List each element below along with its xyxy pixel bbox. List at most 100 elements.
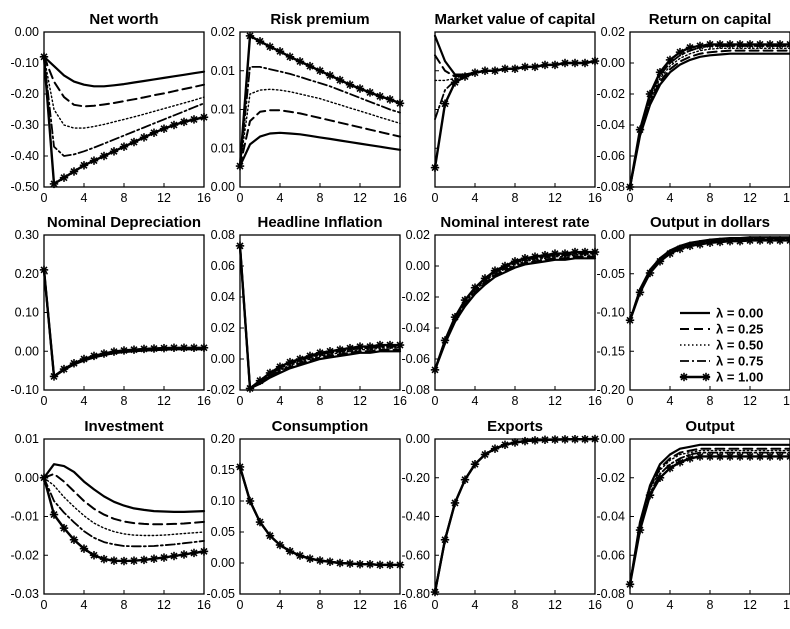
y-tick-label: -0.02 [11,548,40,562]
x-tick-label: 12 [157,598,171,612]
series-point [685,454,695,463]
y-tick-label: 0.08 [211,228,235,242]
series-point [335,75,345,85]
x-tick-label: 8 [317,191,324,205]
series-point [675,47,685,57]
series-point [109,147,119,156]
series-line [628,43,790,189]
series-line [629,45,790,188]
series-line [239,88,401,167]
series-point [540,60,550,70]
series-lambda-1.00 [39,52,209,189]
panel-title: Output in dollars [650,214,770,231]
y-tick-label: 0.00 [211,352,235,366]
x-tick-label: 8 [317,394,324,408]
series-lambda-0.50 [43,477,205,537]
series-lambda-1.00 [235,31,405,171]
series-point [375,340,385,350]
y-tick-label: 0.00 [601,56,625,70]
x-tick-label: 8 [707,394,714,408]
y-tick-label: -0.10 [11,56,40,70]
series-lambda-0.75 [629,238,790,322]
series-point [159,553,169,562]
panel-title: Risk premium [270,11,369,28]
x-tick-label: 0 [627,598,634,612]
series-point [635,525,645,535]
series-lambda-0.25 [629,447,790,586]
series-lambda-1.00 [235,462,405,570]
series-point [119,556,129,566]
series-point [735,237,745,246]
series-line [239,245,401,390]
series-lambda-0.00 [433,437,597,594]
series-point [285,357,295,367]
series-lambda-0.50 [629,47,790,188]
series-point [775,236,785,245]
x-tick-label: 8 [317,598,324,612]
legend: λ = 0.00λ = 0.25λ = 0.50λ = 0.75λ = 1.00 [679,306,763,385]
plot-frame [239,234,401,391]
series-point [655,257,665,266]
series-lambda-0.00 [42,463,206,513]
y-tick-label: 0.20 [15,267,39,281]
series-point [520,254,530,263]
x-tick-label: 16 [588,191,602,205]
series-lambda-0.50 [629,238,790,321]
legend-label: λ = 0.75 [716,354,763,369]
series-point [169,551,179,561]
panel-6: Headline Inflation 0 4 8 12 16 -0.02 0.00 0.02 0.… [207,214,407,408]
panel-10: Consumption 0 4 8 12 16 -0.05 0.00 0.05 0.10 0.15 0… [207,418,407,612]
panel-title: Output [685,418,734,435]
series-point [139,133,149,142]
y-tick-label: -0.40 [402,510,431,524]
series-point [715,237,725,247]
y-tick-label: -0.06 [597,149,626,163]
y-tick-label: -0.06 [402,352,431,366]
series-point [635,125,645,134]
series-point [510,257,520,266]
x-tick-label: 12 [353,394,367,408]
series-point [765,452,775,461]
series-point [119,346,129,355]
series-lambda-0.25 [629,237,790,322]
x-tick-label: 0 [627,394,634,408]
x-tick-label: 16 [783,191,790,205]
plot-frame [629,438,790,595]
series-lambda-0.25 [239,109,401,168]
x-tick-label: 4 [667,191,674,205]
x-tick-label: 4 [81,598,88,612]
series-point [550,249,560,258]
series-line [42,268,206,378]
series-line [628,239,790,322]
series-line [433,250,597,372]
series-point [245,31,255,41]
series-lambda-0.25 [239,465,401,566]
series-lambda-0.50 [43,56,205,129]
series-point [530,62,540,72]
series-point [305,61,315,71]
y-tick-label: -0.05 [207,587,236,601]
series-line [628,236,790,322]
series-line [238,244,402,390]
series-point [655,68,665,77]
legend-entry: λ = 0.00 [680,306,763,321]
series-point [755,40,765,49]
y-tick-label: -0.04 [402,321,431,335]
y-tick-label: 0.00 [406,259,430,273]
series-point [775,452,785,461]
series-point [470,68,480,77]
series-line [434,438,596,593]
series-line [629,49,790,188]
y-tick-label: -0.80 [402,587,431,601]
y-tick-label: 0.20 [211,432,235,446]
y-tick-label: 0.00 [601,228,625,242]
series-point [480,450,490,459]
x-tick-label: 4 [472,394,479,408]
panel-8: Output in dollars 0 4 8 12 16 -0.20 -0.15 -0.10 -… [597,214,790,408]
series-point [540,435,550,444]
series-point [785,40,790,49]
series-point [705,238,715,247]
series-point [245,384,255,393]
series-point [149,128,159,137]
series-point [440,336,450,345]
